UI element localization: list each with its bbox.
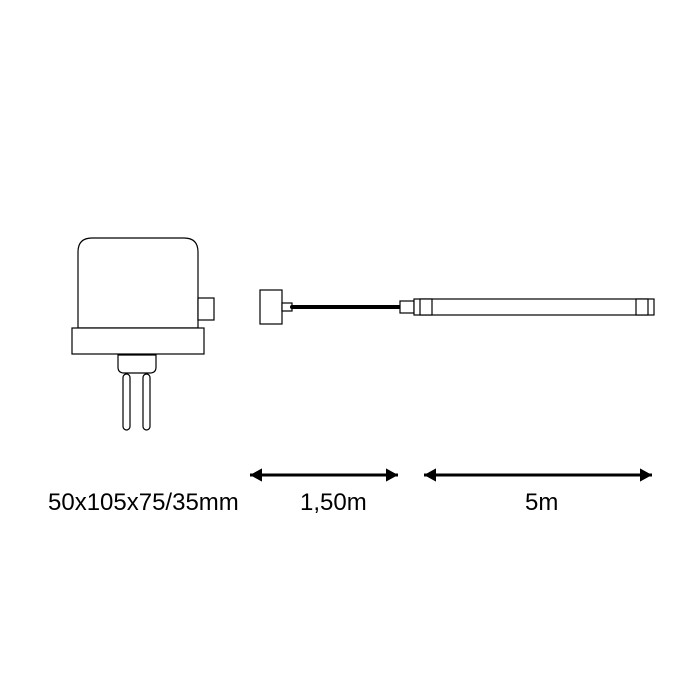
dimension-arrow: [250, 468, 398, 481]
adapter-prong-2: [143, 374, 150, 430]
dimension-label-1: 1,50m: [300, 489, 367, 516]
adapter-dimensions-label: 50x105x75/35mm: [48, 489, 239, 516]
dimension-label-2: 5m: [525, 489, 558, 516]
dimension-diagram: 50x105x75/35mm 1,50m 5m: [0, 0, 700, 700]
adapter-output-port: [198, 298, 214, 320]
led-strip-pad-2: [636, 299, 648, 315]
cable-connector: [260, 290, 282, 324]
adapter-prong-1: [123, 374, 130, 430]
cable-ferrule: [400, 301, 414, 313]
led-strip: [414, 299, 654, 315]
dimension-arrow: [424, 468, 652, 481]
adapter-body: [78, 238, 198, 328]
adapter-band: [72, 328, 204, 354]
adapter-plug-neck: [118, 355, 156, 373]
led-strip-pad-1: [420, 299, 432, 315]
